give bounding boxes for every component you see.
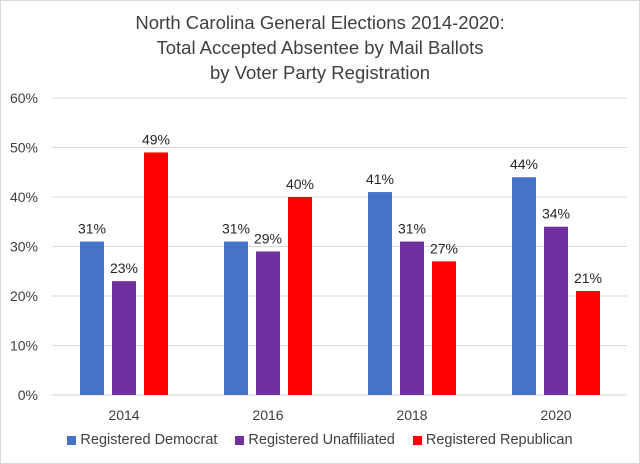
- data-labels: 31%23%49%31%29%40% 41%31%27%44%34%21%: [78, 131, 602, 286]
- data-label: 49%: [142, 131, 170, 147]
- chart-title-line-3: by Voter Party Registration: [209, 62, 431, 83]
- data-label: 31%: [78, 221, 106, 237]
- data-label: 31%: [222, 221, 250, 237]
- y-tick-label: 50%: [10, 140, 38, 156]
- bar: [144, 152, 168, 395]
- bar: [112, 281, 136, 395]
- legend-label: Registered Unaffiliated: [248, 432, 395, 448]
- data-label: 29%: [254, 230, 282, 246]
- data-label: 23%: [110, 260, 138, 276]
- chart-title: North Carolina General Elections 2014-20…: [0, 10, 640, 85]
- data-label: 21%: [574, 270, 602, 286]
- legend-swatch: [412, 435, 422, 445]
- x-tick-label: 2016: [252, 407, 283, 423]
- legend-item: Registered Democrat: [67, 432, 217, 448]
- y-tick-label: 0%: [18, 387, 38, 403]
- x-tick-label: 2014: [108, 407, 139, 423]
- gridlines: [52, 97, 627, 396]
- x-tick-label: 2020: [540, 407, 571, 423]
- bar: [80, 241, 104, 395]
- bar: [224, 241, 248, 395]
- legend: Registered Democrat Registered Unaffiliat…: [0, 432, 640, 448]
- bar: [400, 241, 424, 395]
- bar: [368, 192, 392, 395]
- data-label: 40%: [286, 176, 314, 192]
- legend-item: Registered Republican: [412, 432, 573, 448]
- y-axis: 0% 10% 20% 30% 40% 50% 60%: [10, 90, 38, 403]
- legend-swatch: [67, 435, 77, 445]
- y-tick-label: 10%: [10, 338, 38, 354]
- y-tick-label: 30%: [10, 239, 38, 255]
- legend-label: Registered Democrat: [80, 432, 218, 448]
- y-tick-label: 40%: [10, 189, 38, 205]
- data-label: 27%: [430, 240, 458, 256]
- data-label: 41%: [366, 171, 394, 187]
- bar: [432, 261, 456, 395]
- legend-swatch: [235, 435, 245, 445]
- chart-title-line-2: Total Accepted Absentee by Mail Ballots: [156, 37, 484, 58]
- data-label: 44%: [510, 156, 538, 172]
- bar: [576, 291, 600, 395]
- bar: [544, 226, 568, 395]
- data-label: 31%: [398, 221, 426, 237]
- y-tick-label: 20%: [10, 288, 38, 304]
- legend-item: Registered Unaffiliated: [235, 432, 395, 448]
- bar: [288, 197, 312, 395]
- y-tick-label: 60%: [10, 90, 38, 106]
- x-tick-label: 2018: [396, 407, 427, 423]
- data-label: 34%: [542, 206, 570, 222]
- chart-title-line-1: North Carolina General Elections 2014-20…: [135, 12, 505, 33]
- bar: [256, 251, 280, 395]
- bars: [80, 152, 600, 395]
- x-axis: 2014 2016 2018 2020: [108, 407, 571, 423]
- legend-label: Registered Republican: [425, 432, 573, 448]
- bar: [512, 177, 536, 395]
